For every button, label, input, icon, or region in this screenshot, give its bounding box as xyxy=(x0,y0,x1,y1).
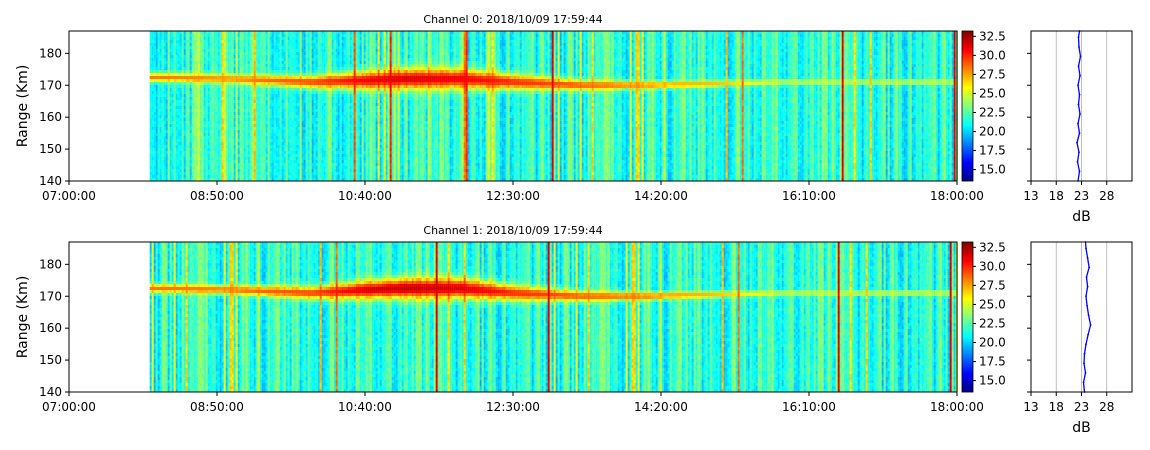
profile-point xyxy=(1087,286,1089,288)
x-tick-label: 10:40:00 xyxy=(338,400,392,414)
colorbar-tick-label: 25.0 xyxy=(979,297,1006,311)
profile-point xyxy=(1079,113,1081,115)
y-tick-label: 140 xyxy=(39,174,62,188)
profile-point xyxy=(1090,324,1092,326)
colorbar-tick-label: 30.0 xyxy=(979,48,1006,62)
heatmap-image xyxy=(150,31,958,181)
x-tick-label: 07:00:00 xyxy=(42,400,96,414)
colorbar: 15.0 17.5 20.0 22.5 25.0 27.5 30.0 32.5 xyxy=(962,240,1006,392)
y-tick-label: 150 xyxy=(39,142,62,156)
profile-point xyxy=(1079,94,1081,96)
x-tick-label: 18:00:00 xyxy=(930,189,984,203)
colorbar-tick-label: 27.5 xyxy=(979,67,1006,81)
profile-x-label: dB xyxy=(1072,209,1091,225)
profile-point xyxy=(1083,382,1085,384)
colorbar-tick-label: 32.5 xyxy=(979,29,1006,43)
y-tick-label: 150 xyxy=(39,353,62,367)
profile-point xyxy=(1079,75,1081,77)
profile-x-tick-label: 28 xyxy=(1099,189,1114,203)
profile-x-tick-label: 18 xyxy=(1049,189,1064,203)
profile-point xyxy=(1078,151,1080,153)
colorbar-tick-label: 17.5 xyxy=(979,355,1006,369)
x-tick-label: 16:10:00 xyxy=(782,400,836,414)
y-tick-label: 180 xyxy=(39,46,62,60)
profile-point xyxy=(1076,142,1078,144)
profile-subplot: 13 18 23 28 dB xyxy=(1023,30,1132,225)
y-tick-label: 160 xyxy=(39,110,62,124)
x-tick-label: 14:20:00 xyxy=(634,189,688,203)
y-tick-label: 170 xyxy=(39,78,62,92)
x-tick-label: 08:50:00 xyxy=(190,400,244,414)
profile-point xyxy=(1084,353,1086,355)
profile-x-tick-label: 13 xyxy=(1023,400,1038,414)
profile-point xyxy=(1083,362,1085,364)
profile-point xyxy=(1078,104,1080,106)
x-tick-label: 18:00:00 xyxy=(930,400,984,414)
colorbar-tick-label: 22.5 xyxy=(979,105,1006,119)
profile-point xyxy=(1087,257,1089,259)
y-axis-label: Range (Km) xyxy=(15,65,31,148)
profile-point xyxy=(1086,276,1088,278)
x-tick-label: 10:40:00 xyxy=(338,189,392,203)
profile-point xyxy=(1085,295,1087,297)
heatmap-image xyxy=(150,242,958,392)
x-tick-label: 07:00:00 xyxy=(42,189,96,203)
colorbar-tick-label: 17.5 xyxy=(979,144,1006,158)
profile-point xyxy=(1088,315,1090,317)
x-tick-label: 12:30:00 xyxy=(486,189,540,203)
colorbar-tick-label: 25.0 xyxy=(979,86,1006,100)
profile-line xyxy=(1084,242,1091,392)
channel-panel-1: Channel 1: 2018/10/09 17:59:44 140 150 160 1… xyxy=(15,224,1132,436)
chart-title: Channel 1: 2018/10/09 17:59:44 xyxy=(423,224,602,237)
colorbar-tick-label: 30.0 xyxy=(979,259,1006,273)
colorbar-tick-label: 27.5 xyxy=(979,278,1006,292)
profile-point xyxy=(1078,37,1080,39)
channel-panel-0: Channel 0: 2018/10/09 17:59:44 140 150 160 1… xyxy=(15,13,1132,225)
profile-point xyxy=(1085,372,1087,374)
colorbar-tick-label: 22.5 xyxy=(979,316,1006,330)
profile-point xyxy=(1085,343,1087,345)
profile-x-tick-label: 13 xyxy=(1023,189,1038,203)
x-tick-label: 12:30:00 xyxy=(486,400,540,414)
colorbar-tick-label: 20.0 xyxy=(979,336,1006,350)
profile-x-tick-label: 18 xyxy=(1049,400,1064,414)
colorbar: 15.0 17.5 20.0 22.5 25.0 27.5 30.0 32.5 xyxy=(962,29,1006,181)
profile-point xyxy=(1079,132,1081,134)
y-tick-label: 140 xyxy=(39,385,62,399)
profile-point xyxy=(1088,267,1090,269)
profile-point xyxy=(1086,305,1088,307)
colorbar-tick-label: 15.0 xyxy=(979,163,1006,177)
y-tick-label: 170 xyxy=(39,289,62,303)
profile-x-label: dB xyxy=(1072,420,1091,436)
profile-x-tick-label: 23 xyxy=(1074,400,1089,414)
x-tick-label: 08:50:00 xyxy=(190,189,244,203)
profile-x-tick-label: 28 xyxy=(1099,400,1114,414)
y-tick-label: 160 xyxy=(39,321,62,335)
profile-point xyxy=(1080,56,1082,58)
profile-point xyxy=(1079,171,1081,173)
x-tick-label: 14:20:00 xyxy=(634,400,688,414)
profile-point xyxy=(1085,248,1087,250)
profile-point xyxy=(1077,84,1079,86)
profile-subplot: 13 18 23 28 dB xyxy=(1023,241,1132,436)
colorbar-tick-label: 32.5 xyxy=(979,240,1006,254)
profile-point xyxy=(1077,123,1079,125)
x-tick-label: 16:10:00 xyxy=(782,189,836,203)
profile-point xyxy=(1078,46,1080,48)
profile-line xyxy=(1077,31,1081,181)
profile-point xyxy=(1077,161,1079,163)
y-tick-label: 180 xyxy=(39,257,62,271)
chart-title: Channel 0: 2018/10/09 17:59:44 xyxy=(423,13,602,26)
y-axis-label: Range (Km) xyxy=(15,276,31,359)
profile-point xyxy=(1087,334,1089,336)
profile-point xyxy=(1078,65,1080,67)
colorbar-tick-label: 20.0 xyxy=(979,125,1006,139)
colorbar-tick-label: 15.0 xyxy=(979,374,1006,388)
profile-x-tick-label: 23 xyxy=(1074,189,1089,203)
